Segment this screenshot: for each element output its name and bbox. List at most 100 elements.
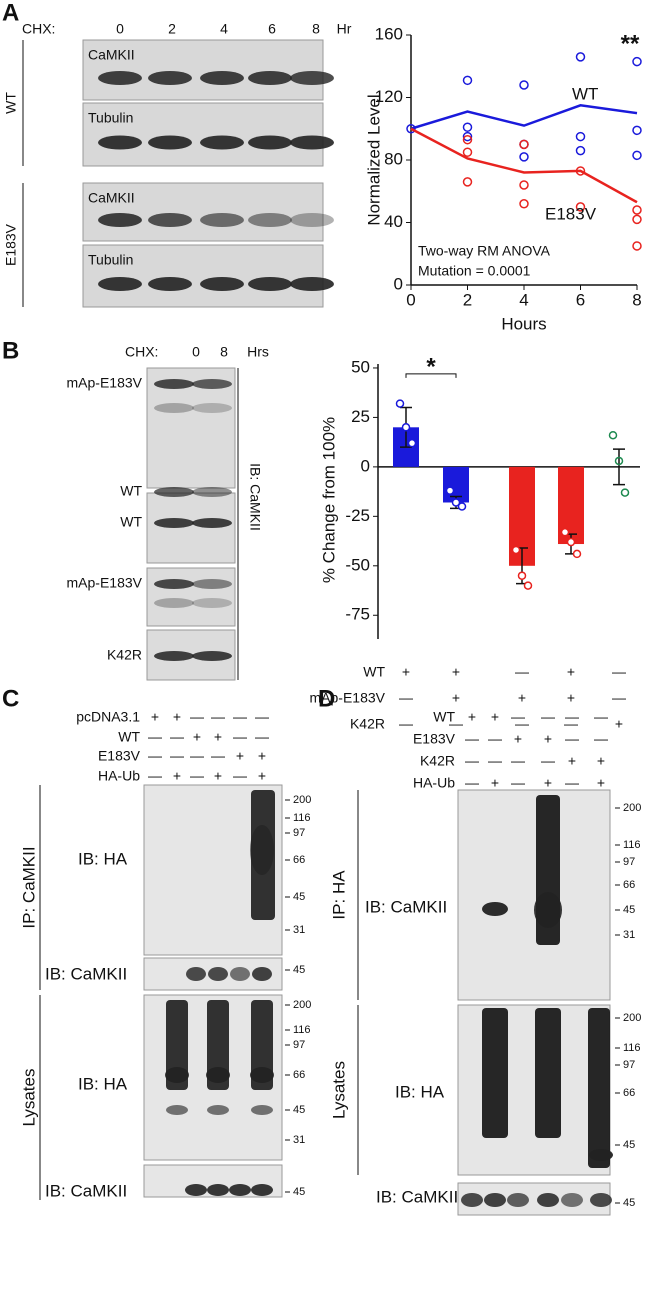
lane-label: 6 xyxy=(268,21,276,37)
row-label: E183V xyxy=(98,748,141,764)
data-point xyxy=(406,124,416,134)
blot-label: CaMKII xyxy=(88,47,135,63)
row-sign: — xyxy=(565,709,579,725)
row-sign: — xyxy=(541,753,555,769)
row-sign: + xyxy=(258,748,266,764)
row-sign: — xyxy=(511,753,525,769)
y-tick-label: 80 xyxy=(384,149,403,168)
y-axis-title: % Change from 100% xyxy=(319,417,338,583)
band xyxy=(590,1193,612,1207)
row-sign: — xyxy=(465,731,479,747)
data-point xyxy=(519,199,529,209)
band xyxy=(186,967,206,981)
band xyxy=(165,1067,189,1083)
group-label: E183V xyxy=(3,223,19,266)
y-tick-label: 120 xyxy=(375,87,403,106)
x-tick-label: 8 xyxy=(632,290,641,309)
data-point xyxy=(523,581,533,590)
blot-label: IB: CaMKII xyxy=(376,1187,458,1206)
row-sign: — xyxy=(488,753,502,769)
band xyxy=(206,1067,230,1083)
band xyxy=(148,213,192,227)
blot-label: IB: HA xyxy=(78,1074,128,1093)
blot-label: mAp-E183V xyxy=(67,375,143,391)
data-point xyxy=(575,145,586,156)
condition-label: K42R xyxy=(350,716,385,732)
x-tick-label: 6 xyxy=(576,290,585,309)
condition-label: WT xyxy=(363,664,385,680)
lane-label: 8 xyxy=(312,21,320,37)
band xyxy=(192,579,232,589)
data-point xyxy=(560,527,570,537)
data-point xyxy=(407,438,417,448)
panel-letter: A xyxy=(2,0,19,26)
band xyxy=(200,71,244,85)
lane-label: 2 xyxy=(168,21,176,37)
marker-label: 66 xyxy=(293,854,305,866)
band xyxy=(484,1193,506,1207)
band xyxy=(192,403,232,413)
section-label: Lysates xyxy=(329,1061,348,1119)
marker-label: 200 xyxy=(623,802,641,814)
y-tick-label: 0 xyxy=(361,456,370,475)
data-point xyxy=(462,134,473,145)
band xyxy=(166,1105,188,1115)
marker-label: 97 xyxy=(623,856,635,868)
condition-sign: + xyxy=(452,690,460,706)
row-sign: + xyxy=(193,729,201,745)
row-sign: + xyxy=(568,753,576,769)
marker-label: 116 xyxy=(293,1024,311,1036)
data-point xyxy=(575,166,586,176)
band xyxy=(154,598,194,608)
band xyxy=(290,71,334,85)
band xyxy=(98,135,142,150)
band xyxy=(537,1193,559,1207)
marker-label: 45 xyxy=(293,1186,305,1198)
condition-sign: + xyxy=(615,716,623,732)
row-sign: — xyxy=(170,729,184,745)
marker-label: 31 xyxy=(623,929,635,941)
condition-label: mAp-E183V xyxy=(310,690,386,706)
row-sign: — xyxy=(565,731,579,747)
blot xyxy=(146,492,236,564)
band xyxy=(250,1067,274,1083)
row-sign: + xyxy=(214,768,222,784)
lane-label: Hr xyxy=(337,21,352,37)
row-sign: + xyxy=(214,729,222,745)
blot xyxy=(82,39,324,101)
row-sign: — xyxy=(511,775,525,791)
series-label: WT xyxy=(572,84,598,103)
series-label: E183V xyxy=(545,204,597,223)
condition-sign: — xyxy=(399,690,413,706)
band xyxy=(208,967,228,981)
row-label: HA-Ub xyxy=(98,768,140,784)
smear xyxy=(166,1000,188,1090)
row-sign: + xyxy=(597,775,605,791)
band xyxy=(248,71,292,85)
lane-label: 8 xyxy=(220,344,228,360)
data-point xyxy=(519,180,529,190)
data-point xyxy=(632,205,642,215)
data-point xyxy=(457,502,467,511)
blot-label: Tubulin xyxy=(88,110,133,126)
marker-label: 66 xyxy=(623,1087,635,1099)
band xyxy=(207,1105,229,1115)
row-sign: — xyxy=(190,768,204,784)
marker-label: 45 xyxy=(623,904,635,916)
data-point xyxy=(632,214,642,225)
marker-label: 97 xyxy=(293,1039,305,1051)
band xyxy=(185,1184,207,1196)
row-sign: — xyxy=(148,768,162,784)
band xyxy=(154,487,194,497)
marker-label: 45 xyxy=(623,1139,635,1151)
series-line xyxy=(410,104,638,130)
marker-label: 200 xyxy=(293,794,311,806)
marker-label: 45 xyxy=(293,1104,305,1116)
data-point xyxy=(401,423,411,432)
row-sign: — xyxy=(233,729,247,745)
y-tick-label: 25 xyxy=(351,407,370,426)
condition-sign: + xyxy=(452,664,460,680)
data-point xyxy=(517,571,527,580)
section-label: Lysates xyxy=(19,1069,38,1127)
